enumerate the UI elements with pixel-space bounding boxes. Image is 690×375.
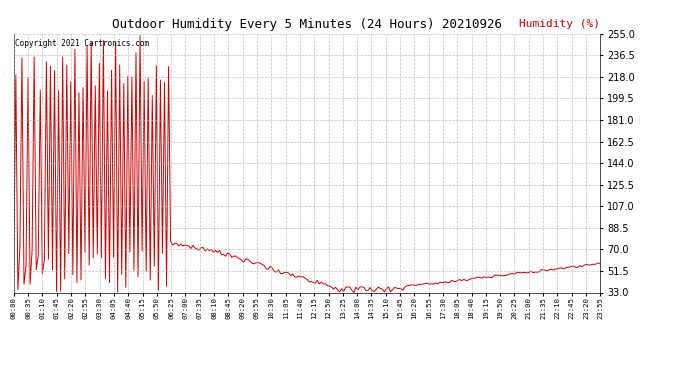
Text: Humidity (%): Humidity (%) [520,19,600,28]
Title: Outdoor Humidity Every 5 Minutes (24 Hours) 20210926: Outdoor Humidity Every 5 Minutes (24 Hou… [112,18,502,31]
Text: Copyright 2021 Cartronics.com: Copyright 2021 Cartronics.com [15,39,149,48]
